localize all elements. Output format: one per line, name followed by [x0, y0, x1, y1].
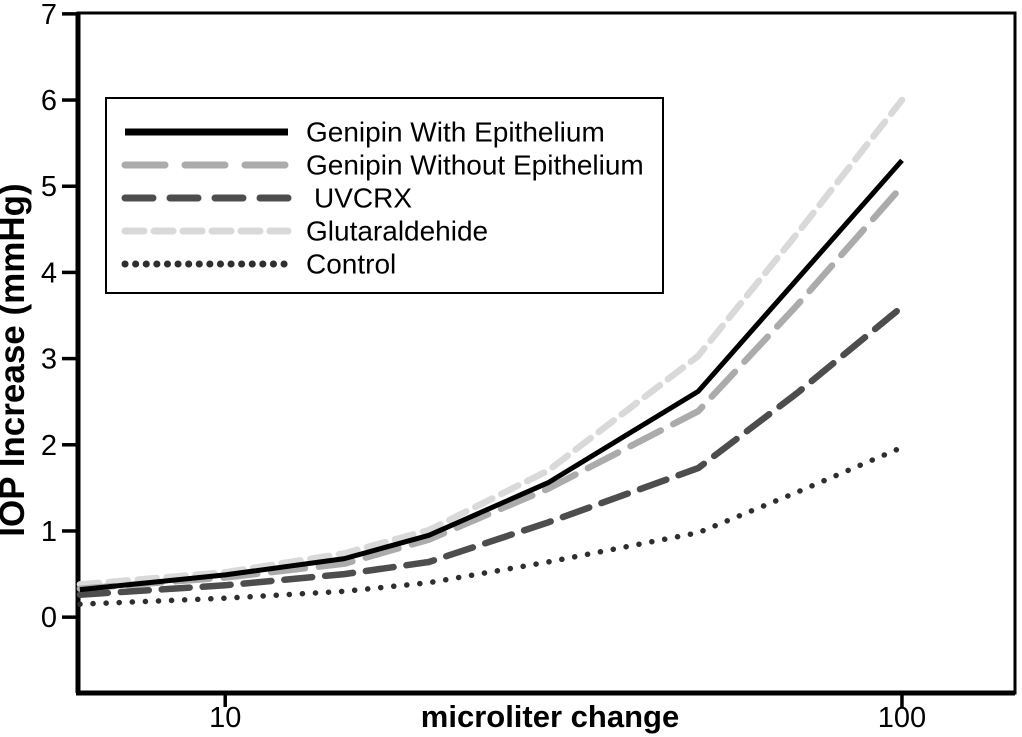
series-line-genipin-without-epithelium — [76, 182, 906, 592]
series-line-glutaraldehide — [76, 96, 906, 588]
legend-label-genipin-with-epithelium: Genipin With Epithelium — [306, 117, 605, 148]
axis-ticks: 0 1 2 3 4 5 6 7 10 100 — [41, 0, 926, 734]
legend-label-uvcrx: UVCRX — [314, 183, 412, 214]
x-axis-title: microliter change — [421, 699, 679, 734]
series-line-uvcrx — [76, 303, 906, 598]
x-tick-label: 10 — [209, 702, 241, 734]
y-tick-label: 1 — [41, 516, 57, 548]
x-tick-label: 100 — [878, 702, 926, 734]
legend-label-control: Control — [306, 249, 396, 280]
series-lines — [76, 96, 906, 607]
y-tick-label: 3 — [41, 344, 57, 376]
y-tick-label: 0 — [41, 602, 57, 634]
legend-label-genipin-without-epithelium: Genipin Without Epithelium — [306, 150, 644, 181]
y-tick-label: 2 — [41, 430, 57, 462]
y-tick-label: 7 — [41, 0, 57, 31]
legend-label-glutaraldehide: Glutaraldehide — [306, 216, 488, 247]
y-axis-title: IOP Increase (mmHg) — [0, 183, 32, 536]
y-tick-label: 5 — [41, 171, 57, 203]
y-tick-label: 4 — [41, 257, 57, 289]
series-line-genipin-with-epithelium — [79, 158, 904, 593]
y-tick-label: 6 — [41, 85, 57, 117]
